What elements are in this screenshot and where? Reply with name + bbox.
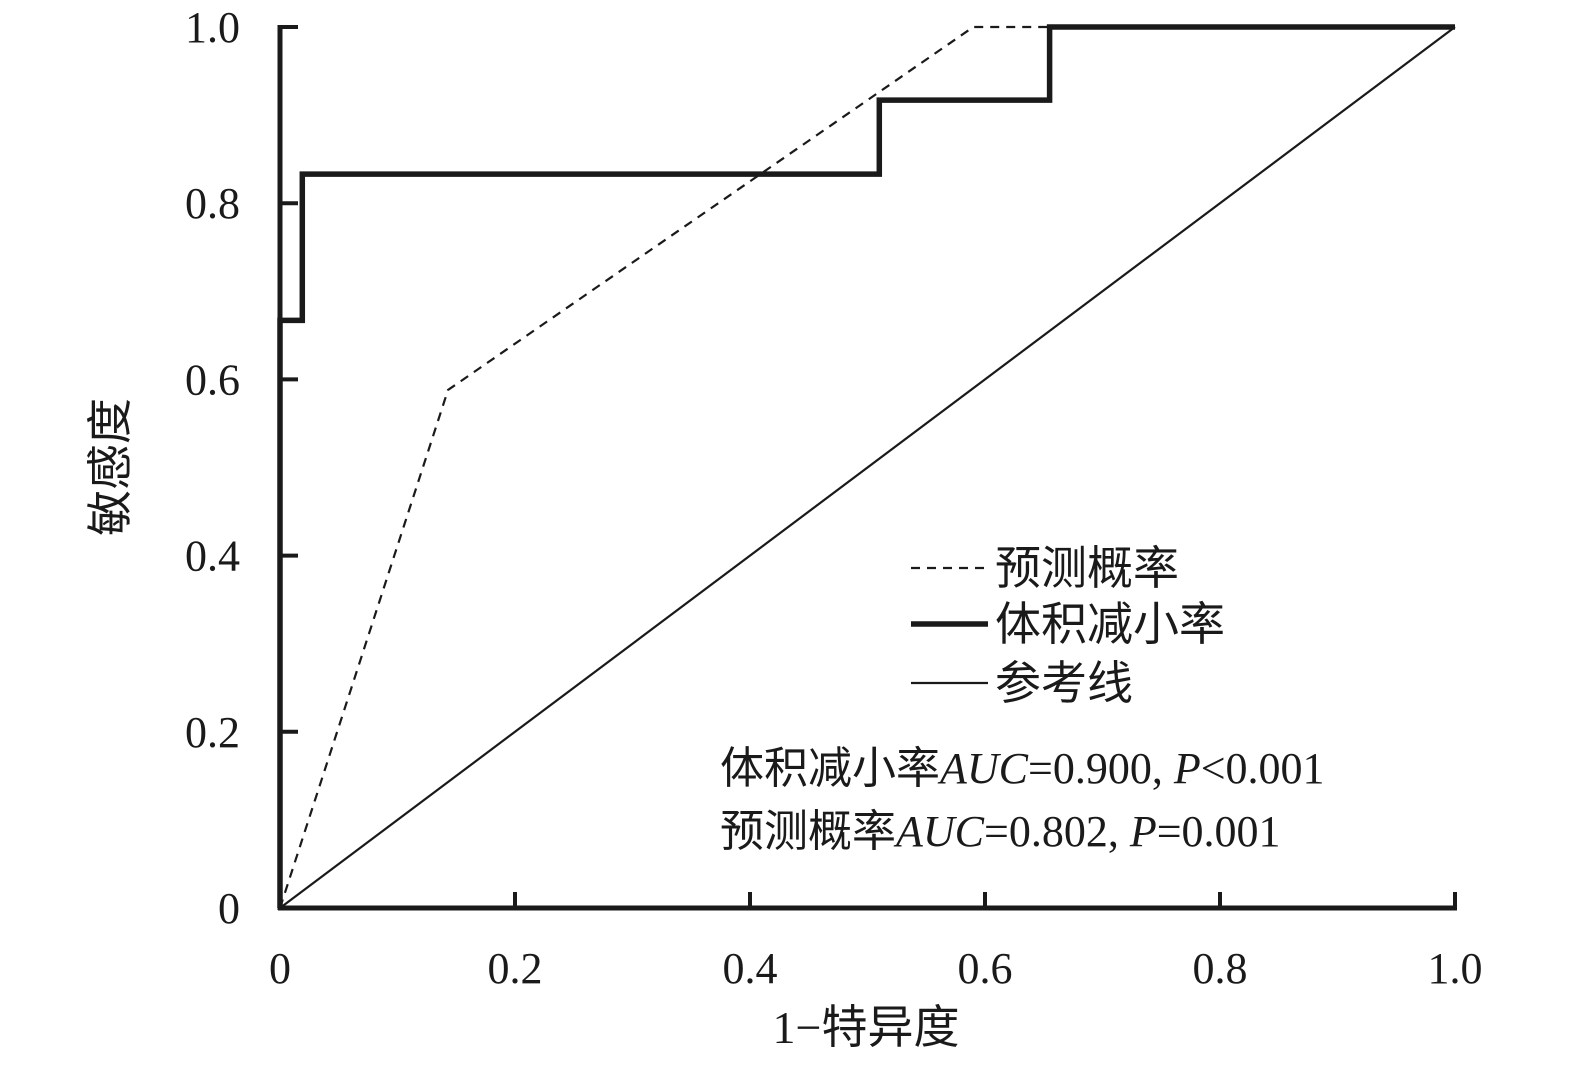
legend-label: 体积减小率 [995,599,1225,650]
x-axis-ticks: 0 0.2 0.4 0.6 0.8 1.0 [269,892,1483,993]
auc-annotations: 体积减小率AUC=0.900, P<0.001 预测概率AUC=0.802, P=… [720,744,1325,856]
x-axis-title: 1−特异度 [773,1002,960,1053]
auc-annotation: 预测概率AUC=0.802, P=0.001 [720,807,1281,856]
legend-label: 预测概率 [995,543,1179,594]
y-axis-ticks: 0 0.2 0.4 0.6 0.8 1.0 [185,3,298,933]
y-tick-label: 0.8 [185,179,240,228]
auc-annotation: 体积减小率AUC=0.900, P<0.001 [720,744,1325,793]
y-tick-label: 0.2 [185,708,240,757]
series-line-1 [277,24,1455,908]
plot-lines [277,24,1456,909]
y-tick-label: 0.4 [185,532,240,581]
x-tick-label: 0.2 [488,944,543,993]
series-line-2 [279,26,1456,909]
y-tick-label: 1.0 [185,3,240,52]
y-tick-label: 0.6 [185,355,240,404]
x-tick-label: 0.8 [1193,944,1248,993]
x-tick-label: 1.0 [1428,944,1483,993]
series-line-0 [278,25,1455,909]
y-tick-label: 0 [218,884,240,933]
y-axis-title: 敏感度 [85,398,136,536]
x-tick-label: 0.4 [723,944,778,993]
axes [277,25,1457,911]
x-tick-label: 0.6 [958,944,1013,993]
x-tick-label: 0 [269,944,291,993]
legend-label: 参考线 [995,658,1133,709]
